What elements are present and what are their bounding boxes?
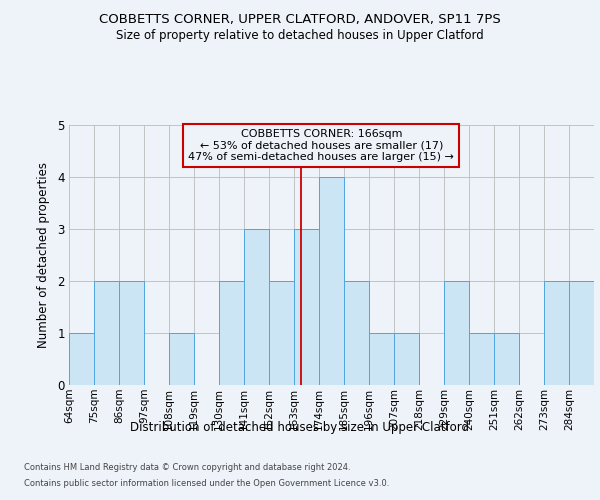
Bar (269, 281, 294, 385)
Bar (294, 229, 319, 385)
Bar (369, 333, 394, 385)
Bar (244, 229, 269, 385)
Bar (319, 177, 344, 385)
Y-axis label: Number of detached properties: Number of detached properties (37, 162, 50, 348)
Bar (394, 333, 419, 385)
Bar (344, 281, 369, 385)
Bar (569, 281, 594, 385)
Bar (444, 281, 469, 385)
Bar (219, 281, 244, 385)
Text: Contains public sector information licensed under the Open Government Licence v3: Contains public sector information licen… (24, 478, 389, 488)
Text: COBBETTS CORNER: 166sqm
← 53% of detached houses are smaller (17)
47% of semi-de: COBBETTS CORNER: 166sqm ← 53% of detache… (188, 129, 454, 162)
Text: Distribution of detached houses by size in Upper Clatford: Distribution of detached houses by size … (131, 421, 470, 434)
Bar (69, 333, 94, 385)
Bar (169, 333, 194, 385)
Bar (469, 333, 494, 385)
Bar (94, 281, 119, 385)
Bar (494, 333, 519, 385)
Bar (544, 281, 569, 385)
Text: Contains HM Land Registry data © Crown copyright and database right 2024.: Contains HM Land Registry data © Crown c… (24, 464, 350, 472)
Text: COBBETTS CORNER, UPPER CLATFORD, ANDOVER, SP11 7PS: COBBETTS CORNER, UPPER CLATFORD, ANDOVER… (99, 12, 501, 26)
Bar (119, 281, 144, 385)
Text: Size of property relative to detached houses in Upper Clatford: Size of property relative to detached ho… (116, 29, 484, 42)
